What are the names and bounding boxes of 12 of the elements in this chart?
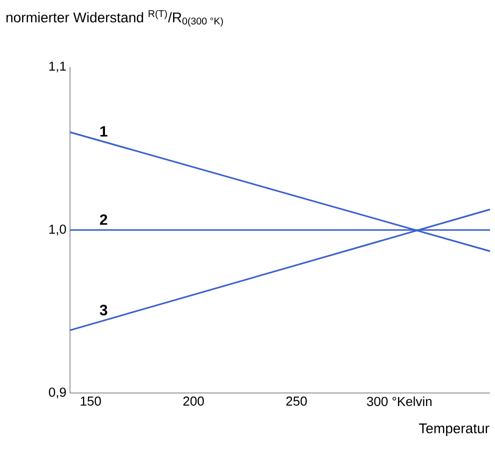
series-label: 3 [100,304,108,316]
y-tick-label: 1,0 [49,224,66,236]
series-label: 2 [100,214,108,225]
y-axis-title: normierter Widerstand $^{R(T)}$/R$_{0(300 °K)}$ [6,10,223,26]
x-tick-label: 150 [80,396,101,406]
y-tick-label: 1,1 [49,62,66,72]
x-tick-label: 250 [286,396,307,406]
x-tick-label: 300 °Kelvin [366,396,432,406]
y-tick-label: 0,9 [48,388,66,398]
x-tick-label: 200 [183,396,204,406]
x-axis-title: Temperatur [418,424,490,436]
series-label: 1 [100,126,108,137]
